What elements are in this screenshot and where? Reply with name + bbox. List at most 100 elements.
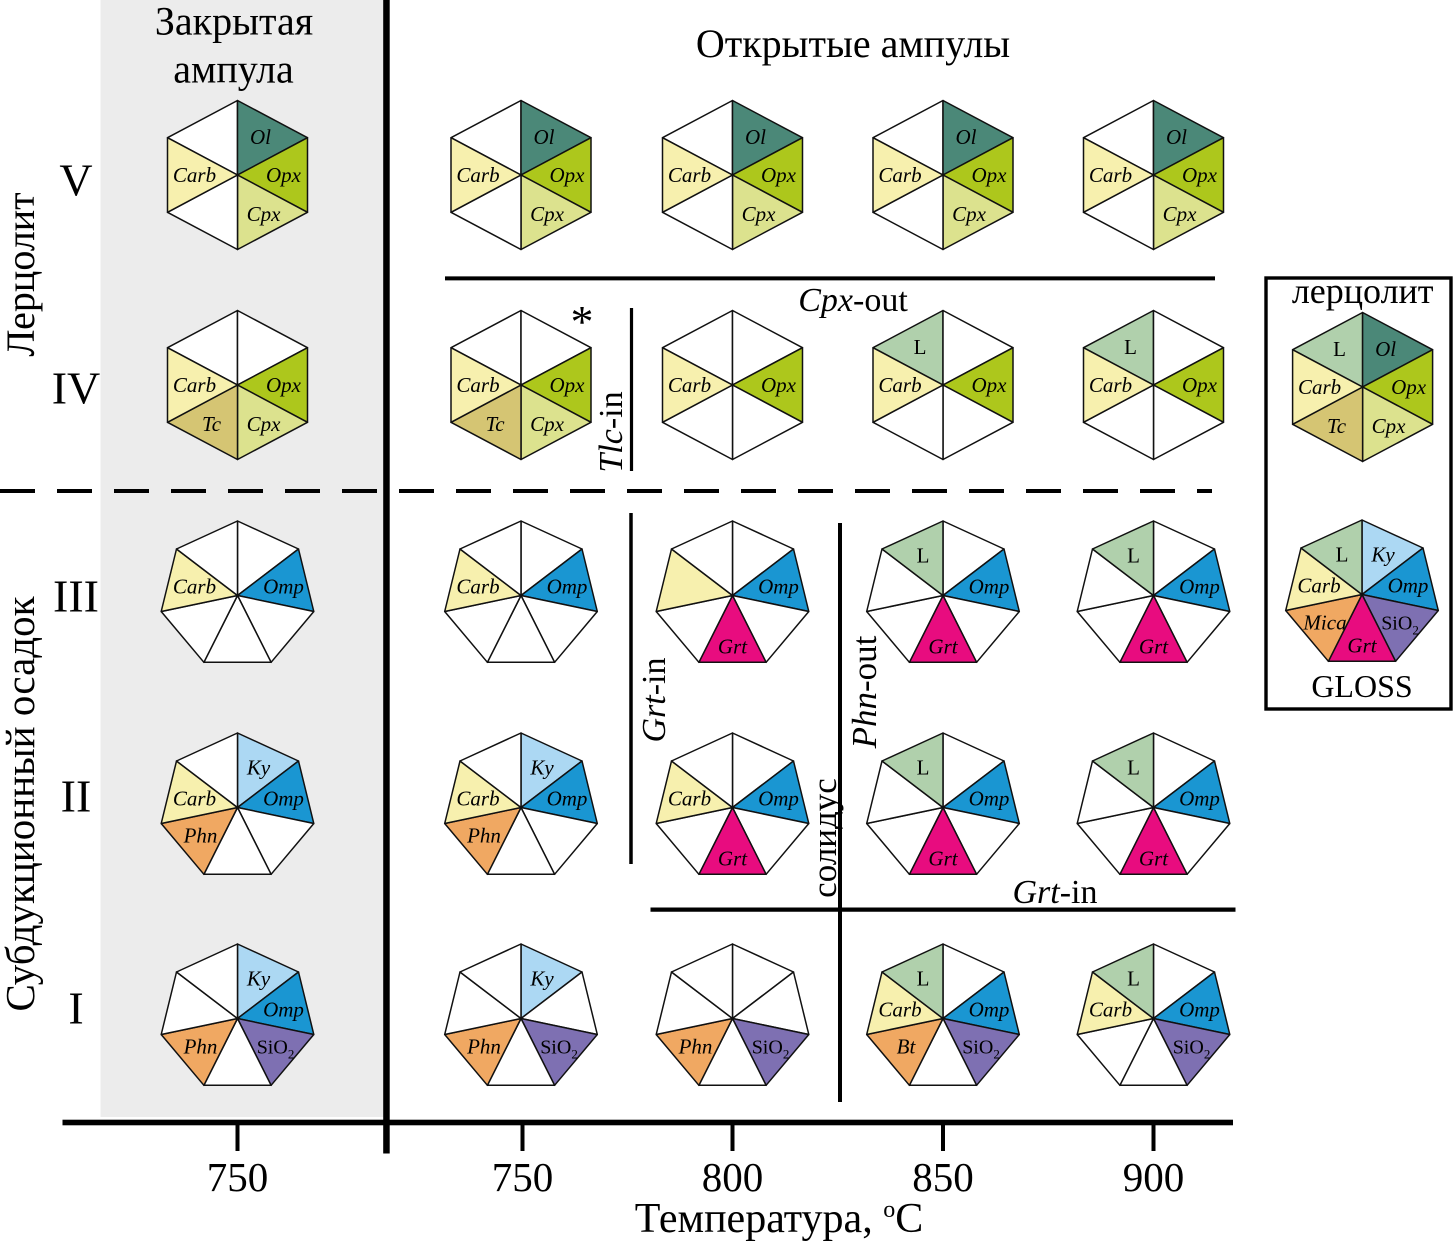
svg-text:Omp: Omp [263, 575, 304, 599]
svg-text:Carb: Carb [668, 787, 711, 811]
svg-text:Ky: Ky [1370, 543, 1395, 567]
svg-text:Omp: Omp [969, 575, 1010, 599]
svg-text:Carb: Carb [878, 163, 921, 187]
svg-text:Grt: Grt [928, 847, 958, 871]
svg-text:Phn-out: Phn-out [845, 635, 884, 749]
svg-text:Carb: Carb [456, 787, 499, 811]
svg-text:Omp: Omp [1388, 574, 1429, 598]
svg-text:Carb: Carb [668, 163, 711, 187]
svg-text:Carb: Carb [878, 998, 921, 1022]
svg-text:L: L [914, 335, 927, 359]
svg-text:Carb: Carb [173, 163, 216, 187]
svg-text:Ol: Ol [534, 125, 555, 149]
svg-text:Cpx: Cpx [1372, 414, 1407, 438]
svg-text:III: III [53, 571, 99, 622]
svg-text:Ol: Ol [745, 125, 766, 149]
svg-text:Opx: Opx [972, 373, 1008, 397]
svg-text:IV: IV [52, 363, 101, 414]
svg-text:Omp: Omp [758, 787, 799, 811]
svg-text:Omp: Omp [547, 787, 588, 811]
svg-text:L: L [1336, 543, 1349, 567]
svg-text:Tc: Tc [1327, 414, 1347, 438]
svg-text:Carb: Carb [173, 575, 216, 599]
svg-text:GLOSS: GLOSS [1311, 668, 1412, 704]
svg-text:Opx: Opx [550, 163, 586, 187]
svg-text:L: L [1127, 756, 1140, 780]
svg-text:Cpx: Cpx [530, 412, 565, 436]
svg-text:Grt: Grt [1139, 847, 1169, 871]
svg-text:Carb: Carb [173, 787, 216, 811]
svg-text:Cpx: Cpx [247, 202, 282, 226]
svg-text:Tlc-in: Tlc-in [593, 391, 630, 472]
svg-text:Phn: Phn [466, 824, 501, 848]
svg-text:L: L [1124, 335, 1137, 359]
svg-text:Grt: Grt [718, 635, 748, 659]
svg-text:Grt: Grt [1139, 635, 1169, 659]
svg-text:Opx: Opx [1182, 373, 1218, 397]
svg-text:L: L [917, 544, 930, 568]
svg-text:Cpx: Cpx [742, 202, 777, 226]
svg-text:Omp: Omp [969, 998, 1010, 1022]
svg-text:900: 900 [1123, 1154, 1185, 1200]
svg-text:Carb: Carb [456, 373, 499, 397]
svg-text:Температура, оС: Температура, оС [635, 1196, 923, 1242]
svg-text:Carb: Carb [1089, 373, 1132, 397]
svg-text:Carb: Carb [1297, 574, 1340, 598]
svg-text:Открытые ампулы: Открытые ампулы [696, 21, 1010, 66]
svg-text:Carb: Carb [878, 373, 921, 397]
svg-text:Grt-in: Grt-in [636, 657, 673, 742]
svg-text:Omp: Omp [263, 787, 304, 811]
svg-text:L: L [917, 756, 930, 780]
svg-text:Tc: Tc [485, 412, 505, 436]
svg-text:Cpx: Cpx [247, 412, 282, 436]
svg-text:Cpx: Cpx [530, 202, 565, 226]
svg-text:L: L [1127, 967, 1140, 991]
svg-text:Opx: Opx [1391, 375, 1427, 399]
svg-text:лерцолит: лерцолит [1292, 271, 1434, 311]
svg-text:Ol: Ol [1166, 125, 1187, 149]
svg-text:Carb: Carb [668, 373, 711, 397]
svg-text:Mica: Mica [1302, 611, 1346, 635]
svg-text:II: II [61, 771, 92, 822]
svg-text:Phn: Phn [183, 1035, 218, 1059]
svg-text:750: 750 [207, 1154, 269, 1200]
svg-text:Opx: Opx [1182, 163, 1218, 187]
svg-text:Tc: Tc [202, 412, 222, 436]
svg-text:Cpx-out: Cpx-out [798, 282, 908, 319]
svg-text:Ky: Ky [529, 756, 554, 780]
svg-text:Phn: Phn [183, 824, 218, 848]
svg-text:L: L [1333, 337, 1346, 361]
svg-text:солидус: солидус [805, 778, 844, 898]
svg-text:Opx: Opx [972, 163, 1008, 187]
svg-text:Cpx: Cpx [952, 202, 987, 226]
svg-text:Grt: Grt [718, 847, 748, 871]
svg-text:Omp: Omp [1179, 998, 1220, 1022]
svg-text:Ky: Ky [246, 967, 271, 991]
svg-text:Omp: Omp [758, 575, 799, 599]
svg-text:Phn: Phn [678, 1035, 713, 1059]
svg-text:800: 800 [702, 1154, 764, 1200]
svg-text:Opx: Opx [266, 163, 302, 187]
svg-text:750: 750 [492, 1154, 554, 1200]
svg-text:Закрытая: Закрытая [155, 0, 313, 44]
svg-text:Carb: Carb [1089, 998, 1132, 1022]
svg-text:Ol: Ol [1375, 337, 1396, 361]
svg-text:Grt: Grt [1347, 634, 1377, 658]
svg-text:Ol: Ol [250, 125, 271, 149]
svg-text:Bt: Bt [897, 1035, 917, 1059]
svg-text:Лерцолит: Лерцолит [0, 192, 43, 356]
svg-text:Субдукционный осадок: Субдукционный осадок [0, 596, 43, 1011]
svg-text:L: L [1127, 544, 1140, 568]
svg-text:V: V [59, 155, 92, 206]
svg-text:Carb: Carb [456, 163, 499, 187]
svg-text:Grt: Grt [928, 635, 958, 659]
svg-text:Cpx: Cpx [1163, 202, 1198, 226]
svg-text:Grt-in: Grt-in [1012, 874, 1097, 911]
svg-text:I: I [68, 983, 83, 1034]
svg-text:Opx: Opx [761, 163, 797, 187]
svg-text:Omp: Omp [547, 575, 588, 599]
svg-text:Opx: Opx [266, 373, 302, 397]
svg-text:Carb: Carb [1089, 163, 1132, 187]
svg-text:Omp: Omp [263, 998, 304, 1022]
svg-text:Ol: Ol [956, 125, 977, 149]
